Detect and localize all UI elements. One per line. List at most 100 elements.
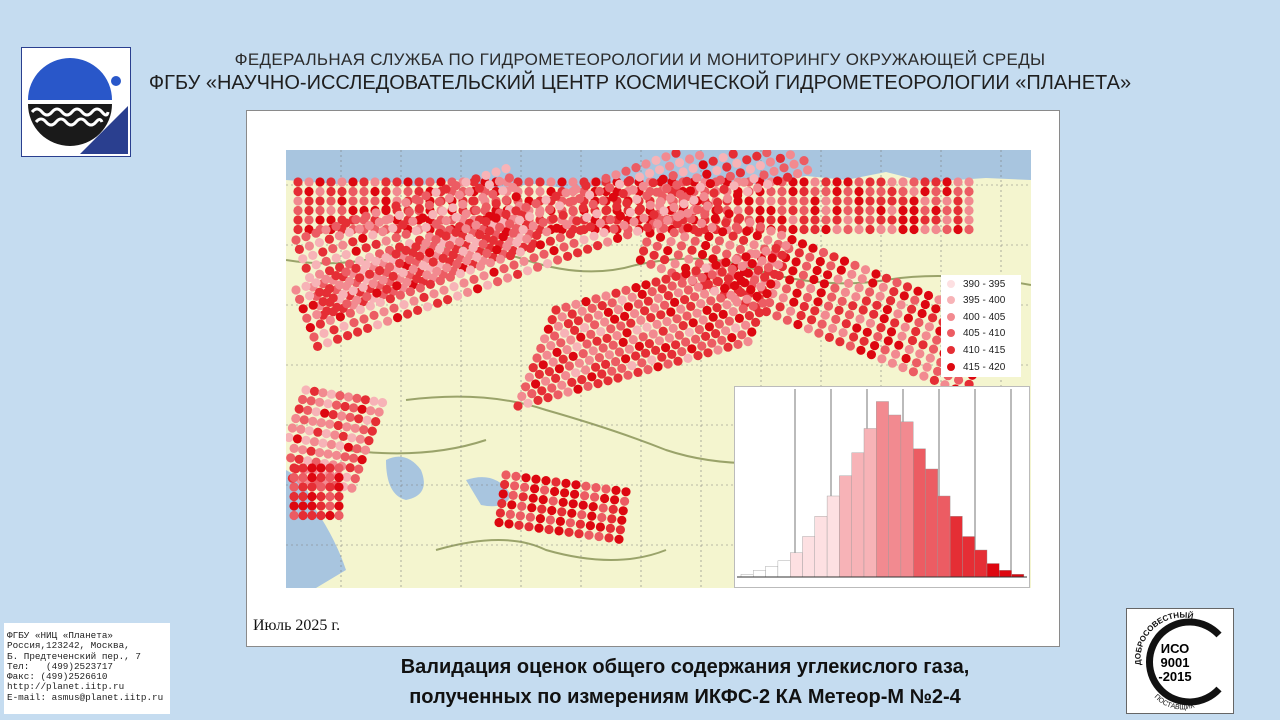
legend-entry: 415 - 420 bbox=[947, 360, 1005, 374]
observation-dot bbox=[291, 285, 301, 295]
observation-dot bbox=[763, 263, 773, 273]
observation-dot bbox=[495, 222, 505, 232]
observation-dot bbox=[368, 230, 378, 240]
observation-dot bbox=[295, 294, 305, 304]
observation-dot bbox=[741, 252, 751, 262]
observation-dot bbox=[352, 444, 362, 454]
observation-dot bbox=[920, 196, 930, 206]
observation-dot bbox=[832, 215, 842, 225]
observation-dot bbox=[909, 215, 919, 225]
observation-dot bbox=[815, 256, 825, 267]
observation-dot bbox=[733, 271, 743, 281]
observation-dot bbox=[312, 310, 322, 320]
header-institute: ФГБУ «НАУЧНО-ИССЛЕДОВАТЕЛЬСКИЙ ЦЕНТР КОС… bbox=[148, 72, 1132, 94]
observation-dot bbox=[953, 215, 963, 225]
observation-dot bbox=[365, 269, 375, 279]
observation-dot bbox=[843, 205, 853, 216]
observation-dot bbox=[359, 196, 369, 206]
observation-dot bbox=[342, 422, 352, 432]
observation-dot bbox=[622, 328, 632, 338]
observation-dot bbox=[737, 330, 747, 340]
observation-dot bbox=[632, 325, 642, 335]
legend-entry: 405 - 410 bbox=[947, 326, 1005, 340]
observation-dot bbox=[718, 309, 728, 319]
observation-dot bbox=[652, 319, 662, 329]
observation-dot bbox=[304, 241, 314, 251]
observation-dot bbox=[676, 241, 687, 251]
observation-dot bbox=[332, 302, 342, 312]
observation-dot bbox=[325, 510, 335, 521]
observation-dot bbox=[329, 325, 339, 335]
observation-dot bbox=[354, 464, 364, 474]
observation-dot bbox=[655, 165, 665, 175]
observation-dot bbox=[293, 177, 303, 187]
observation-dot bbox=[581, 481, 591, 491]
observation-dot bbox=[693, 227, 703, 237]
observation-dot bbox=[788, 196, 798, 206]
observation-dot bbox=[686, 301, 696, 311]
observation-dot bbox=[664, 333, 674, 343]
observation-dot bbox=[289, 482, 299, 492]
observation-dot bbox=[598, 343, 608, 353]
observation-dot bbox=[599, 228, 609, 238]
observation-dot bbox=[537, 504, 547, 514]
observation-dot bbox=[287, 423, 297, 433]
observation-dot bbox=[314, 238, 324, 248]
observation-dot bbox=[722, 249, 732, 259]
observation-dot bbox=[419, 292, 429, 302]
observation-dot bbox=[491, 199, 501, 209]
observation-dot bbox=[563, 319, 573, 329]
iso-line1: ИСО bbox=[1161, 641, 1190, 656]
observation-dot bbox=[615, 211, 625, 221]
observation-dot bbox=[621, 166, 631, 176]
observation-dot bbox=[656, 264, 666, 274]
observation-dot bbox=[792, 288, 802, 298]
observation-dot bbox=[392, 186, 402, 197]
observation-dot bbox=[678, 321, 688, 331]
observation-dot bbox=[568, 351, 578, 361]
observation-dot bbox=[713, 204, 724, 215]
observation-dot bbox=[433, 298, 443, 308]
observation-dot bbox=[544, 367, 554, 377]
observation-dot bbox=[325, 419, 335, 429]
observation-dot bbox=[830, 283, 840, 293]
observation-dot bbox=[326, 186, 336, 197]
observation-dot bbox=[565, 229, 575, 239]
observation-dot bbox=[631, 163, 641, 173]
observation-dot bbox=[564, 527, 574, 537]
observation-dot bbox=[775, 153, 785, 163]
observation-dot bbox=[293, 196, 303, 206]
observation-dot bbox=[567, 377, 577, 387]
observation-dot bbox=[659, 206, 669, 216]
observation-dot bbox=[304, 177, 314, 187]
observation-dot bbox=[569, 238, 579, 248]
observation-dot bbox=[886, 296, 896, 306]
observation-dot bbox=[608, 504, 618, 514]
observation-dot bbox=[398, 220, 408, 230]
observation-dot bbox=[328, 244, 338, 254]
observation-dot bbox=[289, 501, 299, 511]
observation-dot bbox=[570, 489, 580, 499]
observation-dot bbox=[575, 519, 585, 529]
observation-dot bbox=[298, 254, 308, 264]
observation-dot bbox=[782, 315, 792, 325]
observation-dot bbox=[345, 412, 355, 422]
observation-dot bbox=[403, 177, 413, 187]
observation-dot bbox=[643, 296, 653, 306]
observation-dot bbox=[799, 205, 809, 216]
observation-dot bbox=[642, 191, 652, 201]
observation-dot bbox=[882, 305, 893, 315]
observation-dot bbox=[700, 289, 710, 299]
observation-dot bbox=[701, 240, 711, 251]
observation-dot bbox=[299, 415, 309, 425]
observation-dot bbox=[856, 345, 866, 355]
observation-dot bbox=[337, 196, 347, 206]
observation-dot bbox=[565, 518, 575, 528]
observation-dot bbox=[898, 224, 908, 235]
observation-dot bbox=[613, 233, 623, 243]
observation-dot bbox=[537, 386, 547, 396]
observation-dot bbox=[411, 194, 421, 204]
observation-dot bbox=[318, 388, 328, 398]
observation-dot bbox=[560, 328, 570, 338]
observation-dot bbox=[821, 186, 831, 197]
